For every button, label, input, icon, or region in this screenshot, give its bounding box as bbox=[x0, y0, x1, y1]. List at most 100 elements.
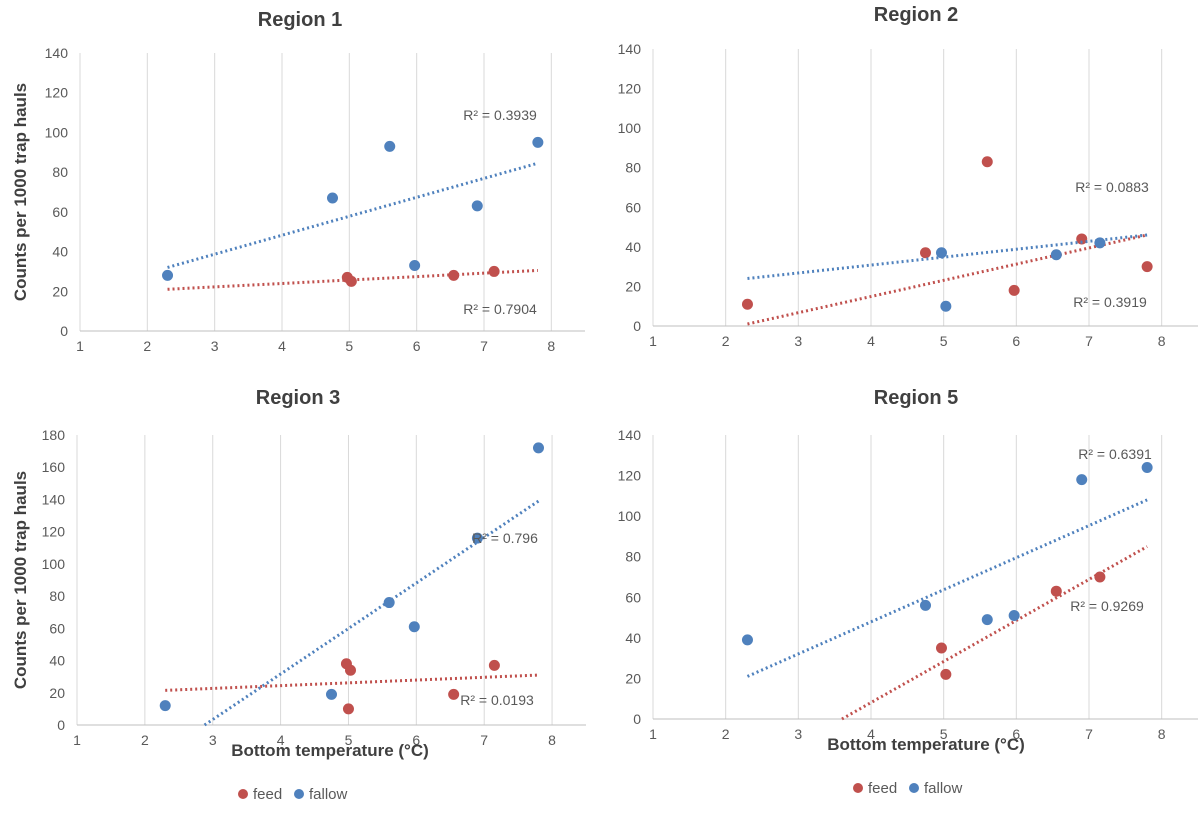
y-tick-label: 160 bbox=[42, 459, 66, 475]
x-tick-label: 3 bbox=[211, 338, 219, 354]
data-point-feed bbox=[345, 275, 357, 287]
chart-title: Region 5 bbox=[874, 387, 958, 409]
y-tick-label: 120 bbox=[618, 468, 642, 484]
x-tick-label: 1 bbox=[649, 333, 657, 349]
x-tick-label: 6 bbox=[413, 338, 421, 354]
legend-label-feed: feed bbox=[868, 780, 897, 797]
y-tick-label: 80 bbox=[49, 588, 65, 604]
y-tick-label: 140 bbox=[45, 45, 69, 61]
legend-label-fallow: fallow bbox=[924, 780, 963, 797]
x-tick-label: 6 bbox=[1012, 726, 1020, 742]
data-point-fallow bbox=[162, 269, 174, 281]
data-point-fallow bbox=[1076, 474, 1088, 486]
data-point-fallow bbox=[384, 140, 396, 152]
trendline-fallow bbox=[747, 233, 1148, 281]
x-tick-label: 8 bbox=[547, 338, 555, 354]
y-tick-label: 60 bbox=[625, 199, 641, 215]
r2-label-feed: R² = 0.0193 bbox=[460, 692, 534, 708]
trendline-fallow bbox=[167, 161, 539, 269]
data-point-feed bbox=[488, 265, 500, 277]
y-tick-label: 60 bbox=[49, 620, 65, 636]
data-point-feed bbox=[448, 269, 460, 281]
x-tick-label: 5 bbox=[345, 338, 353, 354]
y-tick-label: 0 bbox=[633, 318, 641, 334]
r2-label-feed: R² = 0.9269 bbox=[1070, 598, 1144, 614]
y-tick-label: 140 bbox=[618, 427, 642, 443]
y-axis-label: Counts per 1000 trap hauls bbox=[11, 471, 30, 689]
x-axis-label: Bottom temperature (°C) bbox=[827, 735, 1025, 754]
x-tick-label: 7 bbox=[480, 338, 488, 354]
y-tick-label: 100 bbox=[618, 120, 642, 136]
x-tick-label: 3 bbox=[794, 726, 802, 742]
data-point-feed bbox=[935, 642, 947, 654]
data-point-feed bbox=[1008, 284, 1020, 296]
y-tick-label: 100 bbox=[45, 124, 69, 140]
y-tick-label: 100 bbox=[618, 508, 642, 524]
x-tick-label: 8 bbox=[1158, 333, 1166, 349]
data-point-fallow bbox=[326, 688, 337, 700]
data-point-fallow bbox=[159, 700, 171, 712]
r2-label-feed: R² = 0.3919 bbox=[1073, 294, 1147, 310]
x-tick-label: 4 bbox=[277, 732, 285, 748]
y-tick-label: 60 bbox=[52, 204, 68, 220]
y-tick-label: 60 bbox=[625, 589, 641, 605]
x-axis-label: Bottom temperature (°C) bbox=[231, 741, 429, 760]
x-tick-label: 7 bbox=[480, 732, 488, 748]
data-point-fallow bbox=[327, 192, 338, 204]
y-tick-label: 20 bbox=[52, 283, 68, 299]
data-point-fallow bbox=[1141, 461, 1153, 473]
y-tick-label: 40 bbox=[49, 653, 65, 669]
y-tick-label: 40 bbox=[625, 239, 641, 255]
data-point-feed bbox=[940, 668, 952, 680]
data-point-fallow bbox=[741, 634, 753, 646]
data-point-feed bbox=[981, 156, 993, 168]
x-tick-label: 7 bbox=[1085, 726, 1093, 742]
x-tick-label: 3 bbox=[209, 732, 217, 748]
y-tick-label: 20 bbox=[625, 278, 641, 294]
y-axis-label: Counts per 1000 trap hauls bbox=[11, 83, 30, 301]
x-tick-label: 6 bbox=[412, 732, 420, 748]
x-tick-label: 2 bbox=[143, 338, 151, 354]
data-point-feed bbox=[741, 298, 753, 310]
legend-label-feed: feed bbox=[253, 786, 282, 803]
data-point-fallow bbox=[383, 597, 395, 609]
x-tick-label: 5 bbox=[940, 333, 948, 349]
trendline-feed bbox=[165, 673, 539, 692]
trendline-feed bbox=[747, 233, 1148, 326]
y-tick-label: 120 bbox=[42, 524, 66, 540]
data-point-fallow bbox=[935, 247, 947, 259]
x-tick-label: 8 bbox=[1158, 726, 1166, 742]
y-tick-label: 100 bbox=[42, 556, 66, 572]
data-point-fallow bbox=[1050, 249, 1062, 261]
y-tick-label: 20 bbox=[625, 670, 641, 686]
data-point-fallow bbox=[981, 614, 993, 626]
data-point-fallow bbox=[940, 300, 952, 312]
x-tick-label: 4 bbox=[867, 333, 875, 349]
data-point-fallow bbox=[409, 259, 421, 271]
data-point-fallow bbox=[471, 532, 483, 544]
data-point-fallow bbox=[532, 442, 544, 454]
x-tick-label: 2 bbox=[141, 732, 149, 748]
legend-marker-fallow bbox=[909, 783, 919, 793]
chart-title: Region 3 bbox=[256, 387, 340, 409]
trendline-feed bbox=[841, 545, 1148, 721]
data-point-feed bbox=[1141, 261, 1153, 273]
x-tick-label: 6 bbox=[1012, 333, 1020, 349]
y-tick-label: 180 bbox=[42, 427, 66, 443]
legend-marker-fallow bbox=[294, 789, 304, 799]
y-tick-label: 0 bbox=[57, 717, 65, 733]
data-point-fallow bbox=[471, 200, 483, 212]
y-tick-label: 40 bbox=[625, 630, 641, 646]
x-tick-label: 1 bbox=[649, 726, 657, 742]
data-point-feed bbox=[920, 247, 931, 259]
y-tick-label: 140 bbox=[42, 491, 66, 507]
x-tick-label: 8 bbox=[548, 732, 556, 748]
r2-label-fallow: R² = 0.3939 bbox=[463, 107, 537, 123]
data-point-feed bbox=[488, 659, 500, 671]
y-tick-label: 20 bbox=[49, 685, 65, 701]
y-tick-label: 80 bbox=[625, 160, 641, 176]
data-point-feed bbox=[342, 703, 354, 715]
y-tick-label: 120 bbox=[618, 81, 642, 97]
y-tick-label: 40 bbox=[52, 244, 68, 260]
